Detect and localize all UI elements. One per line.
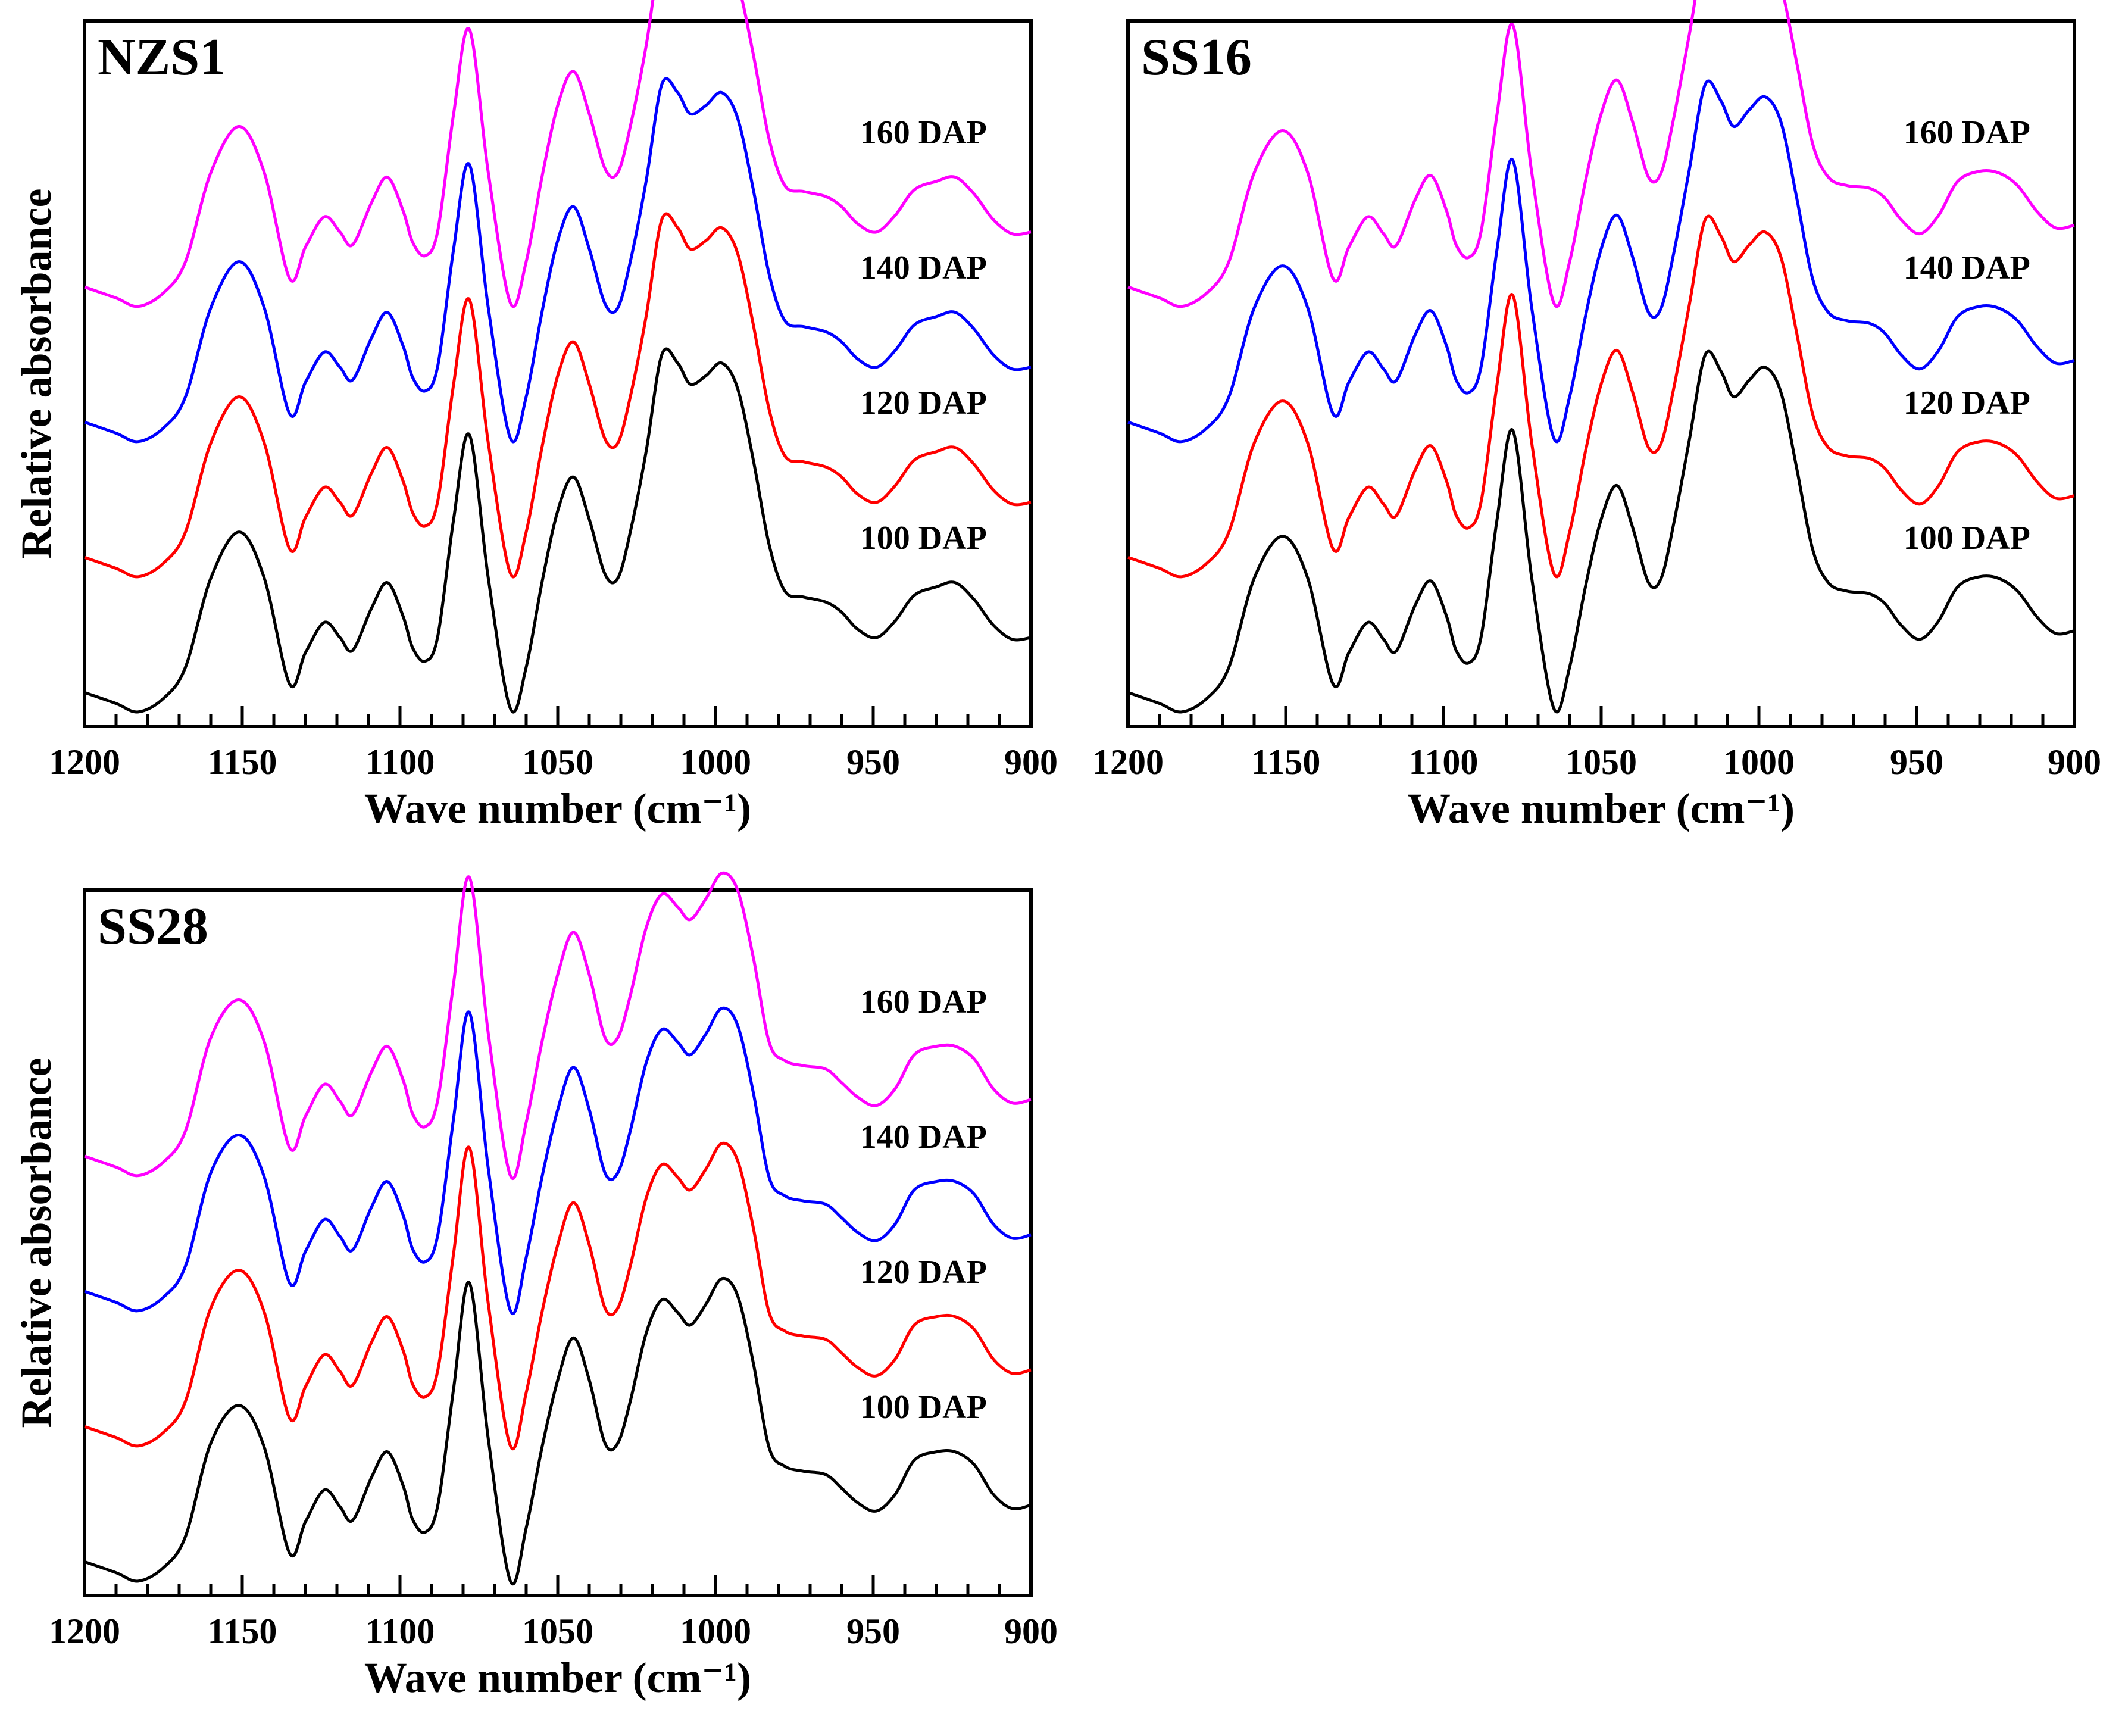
series-label-160-dap: 160 DAP <box>1904 114 2030 151</box>
x-axis-title: Wave number (cm⁻¹) <box>364 1654 751 1701</box>
series-line-140-dap <box>84 1006 1032 1315</box>
series-label-100-dap: 100 DAP <box>1904 520 2030 557</box>
panel-title: SS16 <box>1141 29 1252 86</box>
x-tick-label: 1150 <box>208 742 277 782</box>
x-tick-label: 1100 <box>365 742 435 782</box>
x-tick-label: 1050 <box>522 1612 593 1651</box>
y-axis-title: Relative absorbance <box>12 1058 60 1428</box>
x-tick-label: 1100 <box>365 1612 435 1651</box>
x-tick-label: 1200 <box>1092 742 1164 782</box>
x-tick-label: 950 <box>846 1612 900 1651</box>
series-label-160-dap: 160 DAP <box>860 983 987 1020</box>
panel-title: SS28 <box>98 898 208 956</box>
x-axis: 1200 1150 1100 1050 1000 950 900 <box>49 706 1058 782</box>
x-tick-label: 1000 <box>680 742 751 782</box>
x-tick-label: 900 <box>2048 742 2101 782</box>
x-axis-title: Wave number (cm⁻¹) <box>364 785 751 832</box>
x-axis-title: Wave number (cm⁻¹) <box>1408 785 1795 832</box>
series-group <box>1127 0 2075 714</box>
x-tick-label: 900 <box>1004 742 1058 782</box>
series-label-120-dap: 120 DAP <box>1904 385 2030 421</box>
series-line-120-dap <box>1127 214 2075 579</box>
series-label-120-dap: 120 DAP <box>860 1254 987 1291</box>
x-axis: 1200 1150 1100 1050 1000 950 900 <box>1092 706 2101 782</box>
x-tick-label: 1150 <box>1251 742 1321 782</box>
series-group <box>84 0 1032 714</box>
series-label-140-dap: 140 DAP <box>860 249 987 286</box>
x-tick-label: 1100 <box>1409 742 1479 782</box>
series-label-100-dap: 100 DAP <box>860 1389 987 1426</box>
panel-ss16: 1200 1150 1100 1050 1000 950 900 Wave number (c… <box>1092 0 2101 832</box>
y-axis-title: Relative absorbance <box>12 189 60 559</box>
series-line-160-dap <box>1127 0 2075 308</box>
x-tick-label: 1000 <box>1723 742 1795 782</box>
series-line-140-dap <box>1127 79 2075 444</box>
panel-nzs1: 1200 1150 1100 1050 1000 950 900 Wave number (c… <box>12 0 1058 832</box>
x-tick-label: 1150 <box>208 1612 277 1651</box>
series-line-100-dap <box>84 1276 1032 1585</box>
series-line-160-dap <box>84 871 1032 1180</box>
series-label-140-dap: 140 DAP <box>1904 249 2030 286</box>
x-axis: 1200 1150 1100 1050 1000 950 900 <box>49 1575 1058 1651</box>
series-label-120-dap: 120 DAP <box>860 385 987 421</box>
x-tick-label: 1050 <box>1565 742 1637 782</box>
series-line-100-dap <box>1127 349 2075 714</box>
x-tick-label: 1050 <box>522 742 593 782</box>
x-tick-label: 900 <box>1004 1612 1058 1651</box>
series-line-120-dap <box>84 212 1032 579</box>
x-tick-label: 950 <box>846 742 900 782</box>
panel-title: NZS1 <box>98 29 226 86</box>
series-label-140-dap: 140 DAP <box>860 1119 987 1156</box>
x-tick-label: 1200 <box>49 742 120 782</box>
series-line-140-dap <box>84 77 1032 444</box>
x-tick-label: 1000 <box>680 1612 751 1651</box>
series-label-160-dap: 160 DAP <box>860 114 987 151</box>
series-group <box>84 871 1032 1585</box>
series-line-100-dap <box>84 347 1032 714</box>
series-line-120-dap <box>84 1141 1032 1450</box>
x-tick-label: 950 <box>1890 742 1943 782</box>
panel-ss28: 1200 1150 1100 1050 1000 950 900 Wave number (c… <box>12 871 1058 1701</box>
x-tick-label: 1200 <box>49 1612 120 1651</box>
series-line-160-dap <box>84 0 1032 308</box>
series-label-100-dap: 100 DAP <box>860 520 987 557</box>
